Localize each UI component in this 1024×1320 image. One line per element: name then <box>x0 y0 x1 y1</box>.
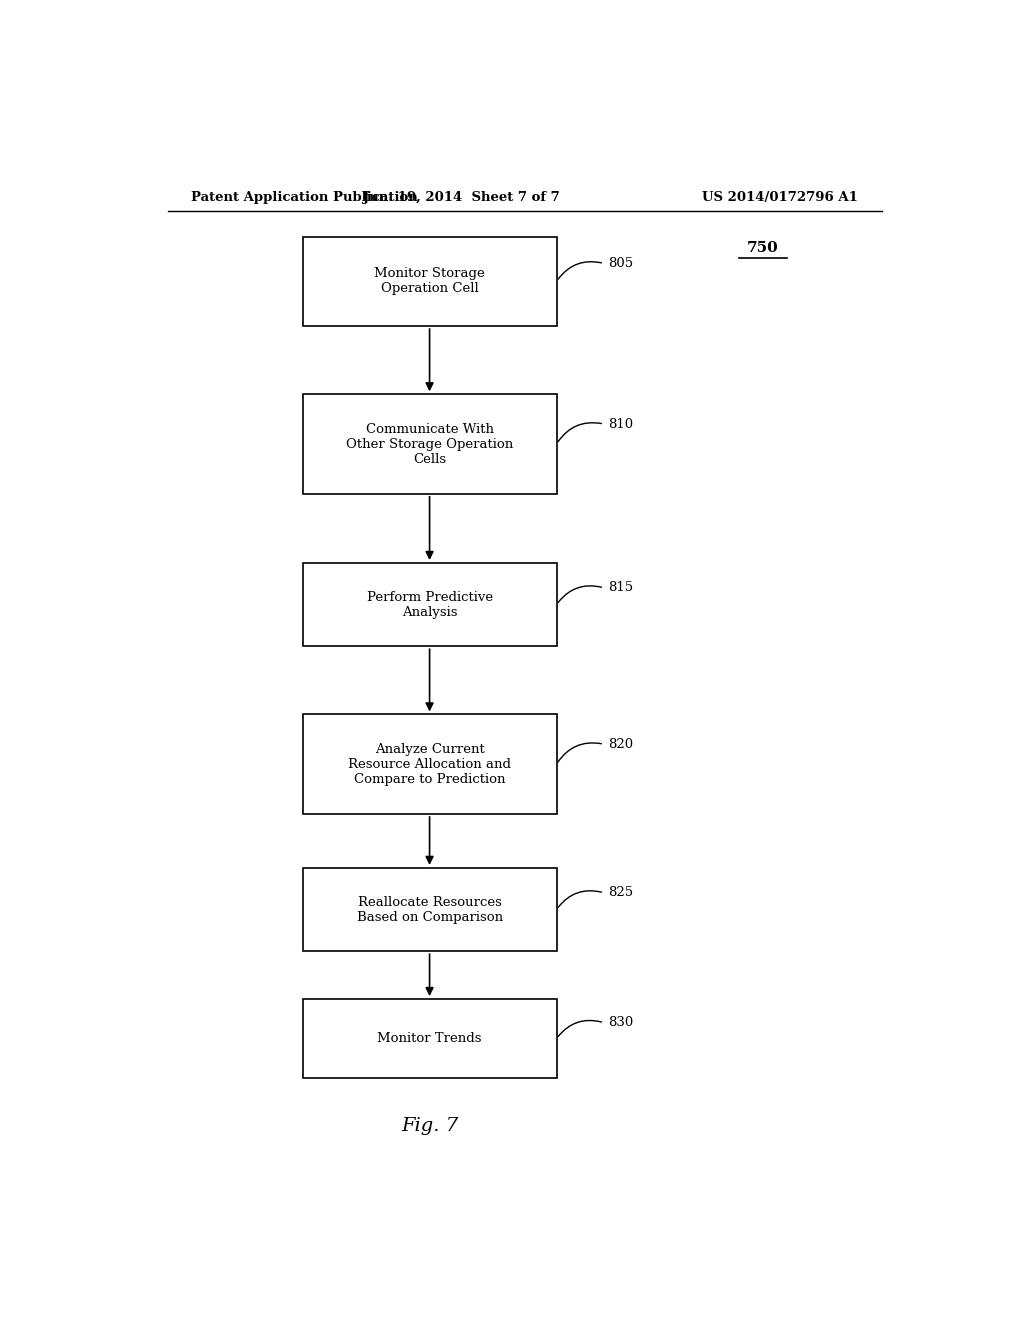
Bar <box>303 714 557 814</box>
FancyArrowPatch shape <box>558 1020 601 1036</box>
FancyArrowPatch shape <box>558 261 601 279</box>
Text: Analyze Current
Resource Allocation and
Compare to Prediction: Analyze Current Resource Allocation and … <box>348 743 511 785</box>
Text: 815: 815 <box>608 581 633 594</box>
Text: US 2014/0172796 A1: US 2014/0172796 A1 <box>702 190 858 203</box>
FancyArrowPatch shape <box>558 891 601 907</box>
Text: 750: 750 <box>746 240 779 255</box>
Text: Fig. 7: Fig. 7 <box>401 1117 458 1135</box>
Bar <box>303 395 557 494</box>
Bar <box>303 867 557 952</box>
Text: Jun. 19, 2014  Sheet 7 of 7: Jun. 19, 2014 Sheet 7 of 7 <box>362 190 560 203</box>
Text: Monitor Trends: Monitor Trends <box>377 1032 482 1045</box>
Text: Communicate With
Other Storage Operation
Cells: Communicate With Other Storage Operation… <box>346 422 513 466</box>
Text: Monitor Storage
Operation Cell: Monitor Storage Operation Cell <box>374 268 485 296</box>
Text: Perform Predictive
Analysis: Perform Predictive Analysis <box>367 590 493 619</box>
Text: 805: 805 <box>608 257 633 271</box>
Bar <box>303 236 557 326</box>
FancyArrowPatch shape <box>558 743 601 762</box>
Text: 825: 825 <box>608 886 633 899</box>
FancyArrowPatch shape <box>558 586 601 602</box>
Text: 820: 820 <box>608 738 633 751</box>
Text: Reallocate Resources
Based on Comparison: Reallocate Resources Based on Comparison <box>356 895 503 924</box>
Bar <box>303 562 557 647</box>
Text: 810: 810 <box>608 417 633 430</box>
Bar <box>303 999 557 1078</box>
FancyArrowPatch shape <box>558 422 601 442</box>
Text: Patent Application Publication: Patent Application Publication <box>191 190 418 203</box>
Text: 830: 830 <box>608 1016 634 1030</box>
